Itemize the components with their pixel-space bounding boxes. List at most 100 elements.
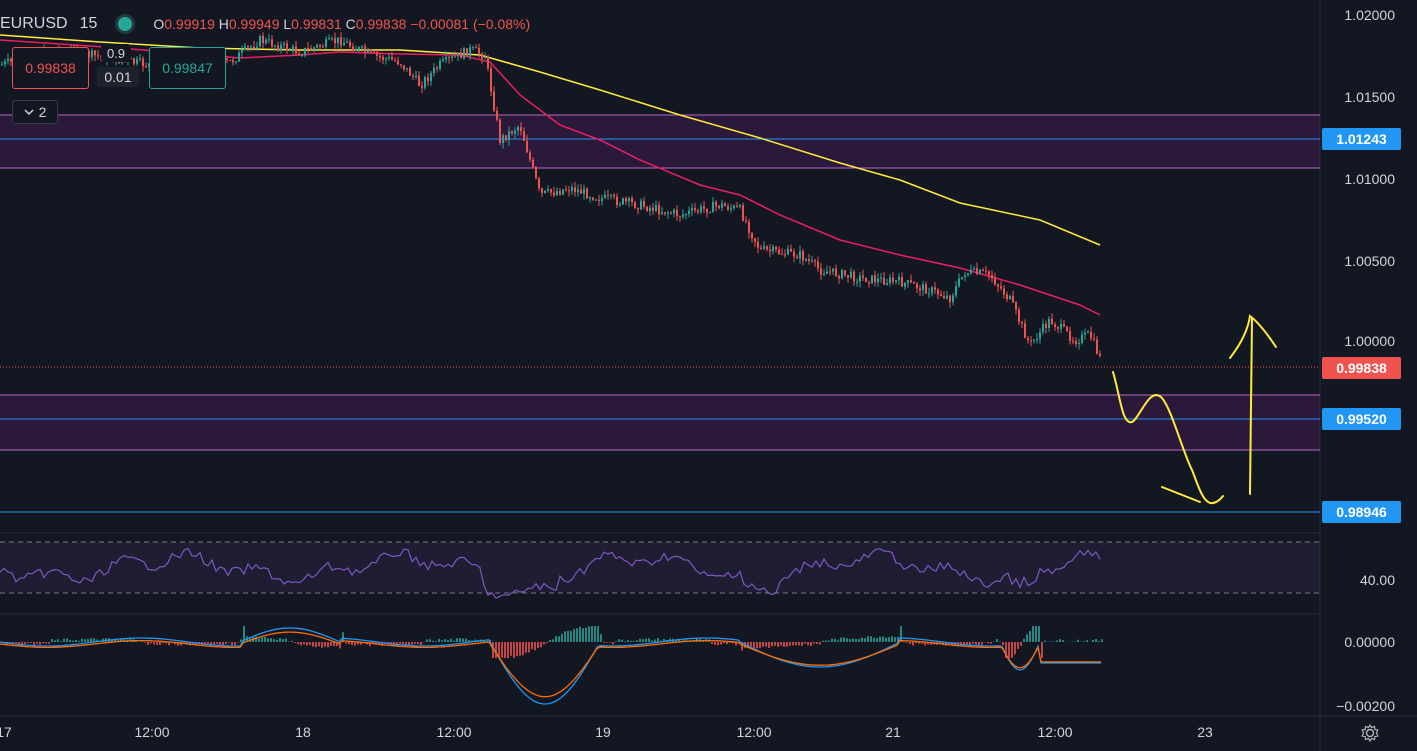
candle-body [697, 210, 699, 212]
candle-body [928, 293, 930, 295]
candle-body [787, 248, 789, 255]
rsi-pane[interactable] [0, 541, 1320, 599]
quantity-value[interactable]: 0.01 [97, 67, 139, 87]
macd-histogram-bar [966, 642, 968, 646]
candle-body [844, 270, 846, 276]
macd-histogram-bar [306, 642, 308, 646]
rsi-line[interactable] [0, 547, 1101, 599]
candle-body [601, 198, 603, 202]
candle-body [490, 68, 492, 92]
candle-body [655, 204, 657, 211]
candle-body [997, 284, 999, 287]
macd-histogram-bar [72, 640, 74, 642]
macd-histogram-bar [240, 639, 242, 642]
macd-histogram-bar [1098, 641, 1100, 642]
macd-histogram-bar [15, 642, 17, 644]
candle-body [622, 198, 624, 205]
macd-histogram-bar [543, 642, 545, 645]
support-zone[interactable] [0, 394, 1320, 451]
candle-body [226, 58, 228, 60]
candle-body [1087, 331, 1089, 333]
macd-histogram-bar [309, 642, 311, 646]
candle-body [607, 194, 609, 196]
macd-histogram-bar [639, 638, 641, 642]
candle-body [970, 269, 972, 274]
candle-body [1096, 339, 1098, 354]
candle-body [547, 189, 549, 191]
macd-histogram-bar [876, 638, 878, 642]
candle-body [1042, 323, 1044, 333]
candle-body [847, 275, 849, 278]
candle-body [712, 201, 714, 213]
buy-button[interactable]: 0.99847 [149, 47, 226, 89]
candle-body [745, 220, 747, 222]
macd-histogram-bar [21, 642, 23, 646]
macd-histogram-bar [24, 642, 26, 644]
candle-body [409, 67, 411, 76]
macd-histogram-bar [264, 636, 266, 642]
macd-histogram-bar [678, 638, 680, 642]
candle-body [916, 283, 918, 289]
macd-histogram-bar [1041, 642, 1043, 658]
macd-histogram-bar [993, 641, 995, 642]
symbol-header: EURUSD 15 O0.99919 H0.99949 L0.99831 C0.… [0, 14, 530, 34]
macd-histogram-bar [231, 642, 233, 645]
moving-average-slow[interactable] [0, 34, 1101, 246]
candle-body [517, 127, 519, 131]
macd-histogram-bar [474, 639, 476, 642]
macd-histogram-bar [12, 642, 14, 644]
candle-body [976, 268, 978, 274]
level-tag[interactable]: 0.99520 [1322, 408, 1401, 430]
macd-histogram-bar [69, 640, 71, 642]
macd-histogram-bar [441, 640, 443, 642]
level-tag[interactable]: 1.01243 [1322, 128, 1401, 150]
macd-histogram-bar [516, 642, 518, 657]
level-tag[interactable]: 0.98946 [1322, 501, 1401, 523]
candle-body [451, 56, 453, 58]
signal-line[interactable] [0, 631, 1101, 698]
sell-button[interactable]: 0.99838 [12, 47, 89, 89]
candle-body [967, 273, 969, 276]
candle-body [4, 61, 6, 65]
macd-histogram-bar [759, 642, 761, 649]
macd-histogram-bar [624, 641, 626, 642]
candle-body [865, 277, 867, 283]
macd-line[interactable] [0, 627, 1101, 705]
macd-histogram-bar [1056, 640, 1058, 642]
candle-body [1039, 332, 1041, 339]
macd-histogram-bar [531, 642, 533, 650]
candle-body [1063, 323, 1065, 327]
macd-histogram-bar [711, 642, 713, 644]
moving-average-fast[interactable] [0, 39, 1101, 316]
interval[interactable]: 15 [79, 15, 98, 32]
macd-histogram-bar [345, 642, 347, 644]
macd-histogram-bar [1011, 642, 1013, 658]
macd-histogram-bar [213, 642, 215, 645]
candle-body [598, 199, 600, 202]
time-label: 12:00 [436, 724, 472, 740]
macd-histogram-bar [732, 642, 734, 644]
resistance-zone[interactable] [0, 114, 1320, 169]
macd-histogram-bar [1101, 639, 1103, 642]
candle-body [466, 48, 468, 57]
macd-histogram-bar [1062, 640, 1064, 642]
gear-icon[interactable] [1359, 722, 1381, 744]
macd-histogram-bar [36, 642, 38, 644]
candle-body [754, 238, 756, 242]
macd-pane[interactable] [0, 626, 1103, 705]
indicators-toggle[interactable]: 2 [12, 100, 58, 124]
symbol-name[interactable]: EURUSD [0, 15, 68, 32]
candle-body [394, 59, 396, 61]
indicators-count: 2 [38, 104, 47, 120]
candle-body [1033, 339, 1035, 341]
candle-body [637, 207, 639, 210]
projection-drawing[interactable] [1112, 314, 1277, 505]
macd-histogram-bar [1002, 642, 1004, 646]
candle-body [610, 194, 612, 196]
candle-body [370, 49, 372, 52]
candle-body [874, 275, 876, 283]
candle-body [523, 131, 525, 141]
macd-histogram-bar [549, 639, 551, 642]
macd-histogram-bar [519, 642, 521, 656]
